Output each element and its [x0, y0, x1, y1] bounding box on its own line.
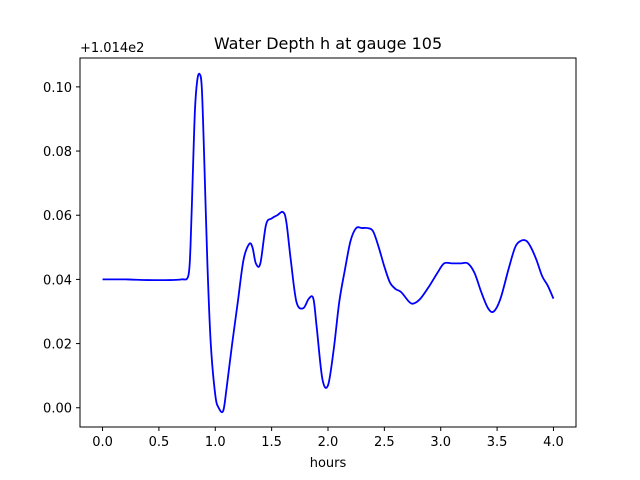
y-tick-label: 0.00	[43, 402, 72, 417]
x-axis-label: hours	[310, 456, 347, 471]
y-axis-ticks: 0.00 0.02 0.04 0.06 0.08 0.10	[43, 81, 80, 417]
x-tick-label: 1.0	[205, 435, 226, 450]
x-axis-ticks: 0.0 0.5 1.0 1.5 2.0 2.5 3.0 3.5 4.0	[92, 427, 564, 450]
chart-title: Water Depth h at gauge 105	[214, 34, 442, 53]
y-tick-label: 0.08	[43, 145, 72, 160]
y-tick-label: 0.04	[43, 273, 72, 288]
x-tick-label: 2.0	[318, 435, 339, 450]
x-tick-label: 0.5	[149, 435, 170, 450]
x-tick-label: 2.5	[374, 435, 395, 450]
y-tick-label: 0.10	[43, 81, 72, 96]
x-tick-label: 1.5	[261, 435, 282, 450]
y-tick-label: 0.02	[43, 338, 72, 353]
x-tick-label: 4.0	[543, 435, 564, 450]
x-tick-label: 3.5	[487, 435, 508, 450]
y-axis-offset-text: +1.014e2	[80, 41, 144, 56]
x-tick-label: 3.0	[430, 435, 451, 450]
plot-layer	[102, 72, 555, 414]
y-tick-label: 0.06	[43, 209, 72, 224]
x-tick-label: 0.0	[92, 435, 113, 450]
series-line	[102, 72, 555, 414]
